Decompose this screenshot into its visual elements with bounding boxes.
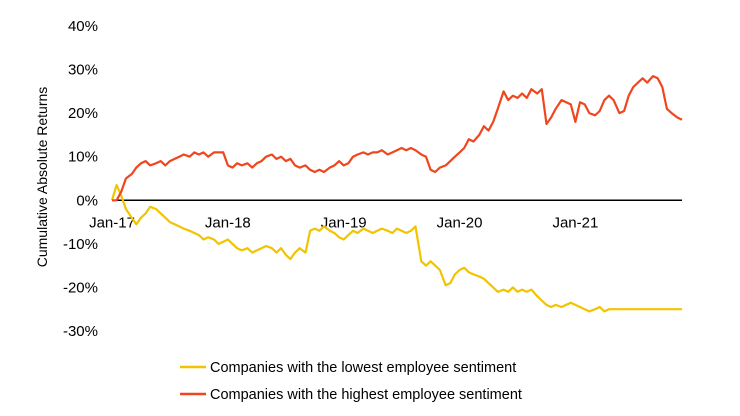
y-tick-labels: 40% 30% 20% 10% 0% -10% -20% -30% (63, 18, 98, 340)
y-tick-label: -30% (63, 323, 98, 340)
y-tick-label: 0% (76, 192, 98, 209)
y-tick-label: 10% (68, 149, 98, 166)
series-line-highest-sentiment (112, 74, 683, 202)
series-lines (110, 74, 683, 313)
y-tick-label: 30% (68, 62, 98, 79)
x-tick-labels: Jan-17 Jan-18 Jan-19 Jan-20 Jan-21 (89, 214, 598, 231)
y-tick-label: -20% (63, 279, 98, 296)
series-line-lowest-sentiment (110, 183, 682, 313)
legend-label-lowest-sentiment: Companies with the lowest employee senti… (210, 360, 516, 376)
x-tick-label: Jan-21 (552, 214, 598, 231)
y-tick-label: 40% (68, 18, 98, 35)
x-tick-label: Jan-19 (321, 214, 367, 231)
y-axis-title: Cumulative Absolute Returns (34, 87, 50, 268)
x-tick-label: Jan-20 (437, 214, 483, 231)
x-tick-label: Jan-17 (89, 214, 135, 231)
x-tick-label: Jan-18 (205, 214, 251, 231)
legend: Companies with the lowest employee senti… (180, 360, 522, 403)
y-axis-title-group: Cumulative Absolute Returns (34, 87, 50, 268)
legend-label-highest-sentiment: Companies with the highest employee sent… (210, 387, 522, 403)
y-tick-label: 20% (68, 105, 98, 122)
y-tick-label: -10% (63, 236, 98, 253)
